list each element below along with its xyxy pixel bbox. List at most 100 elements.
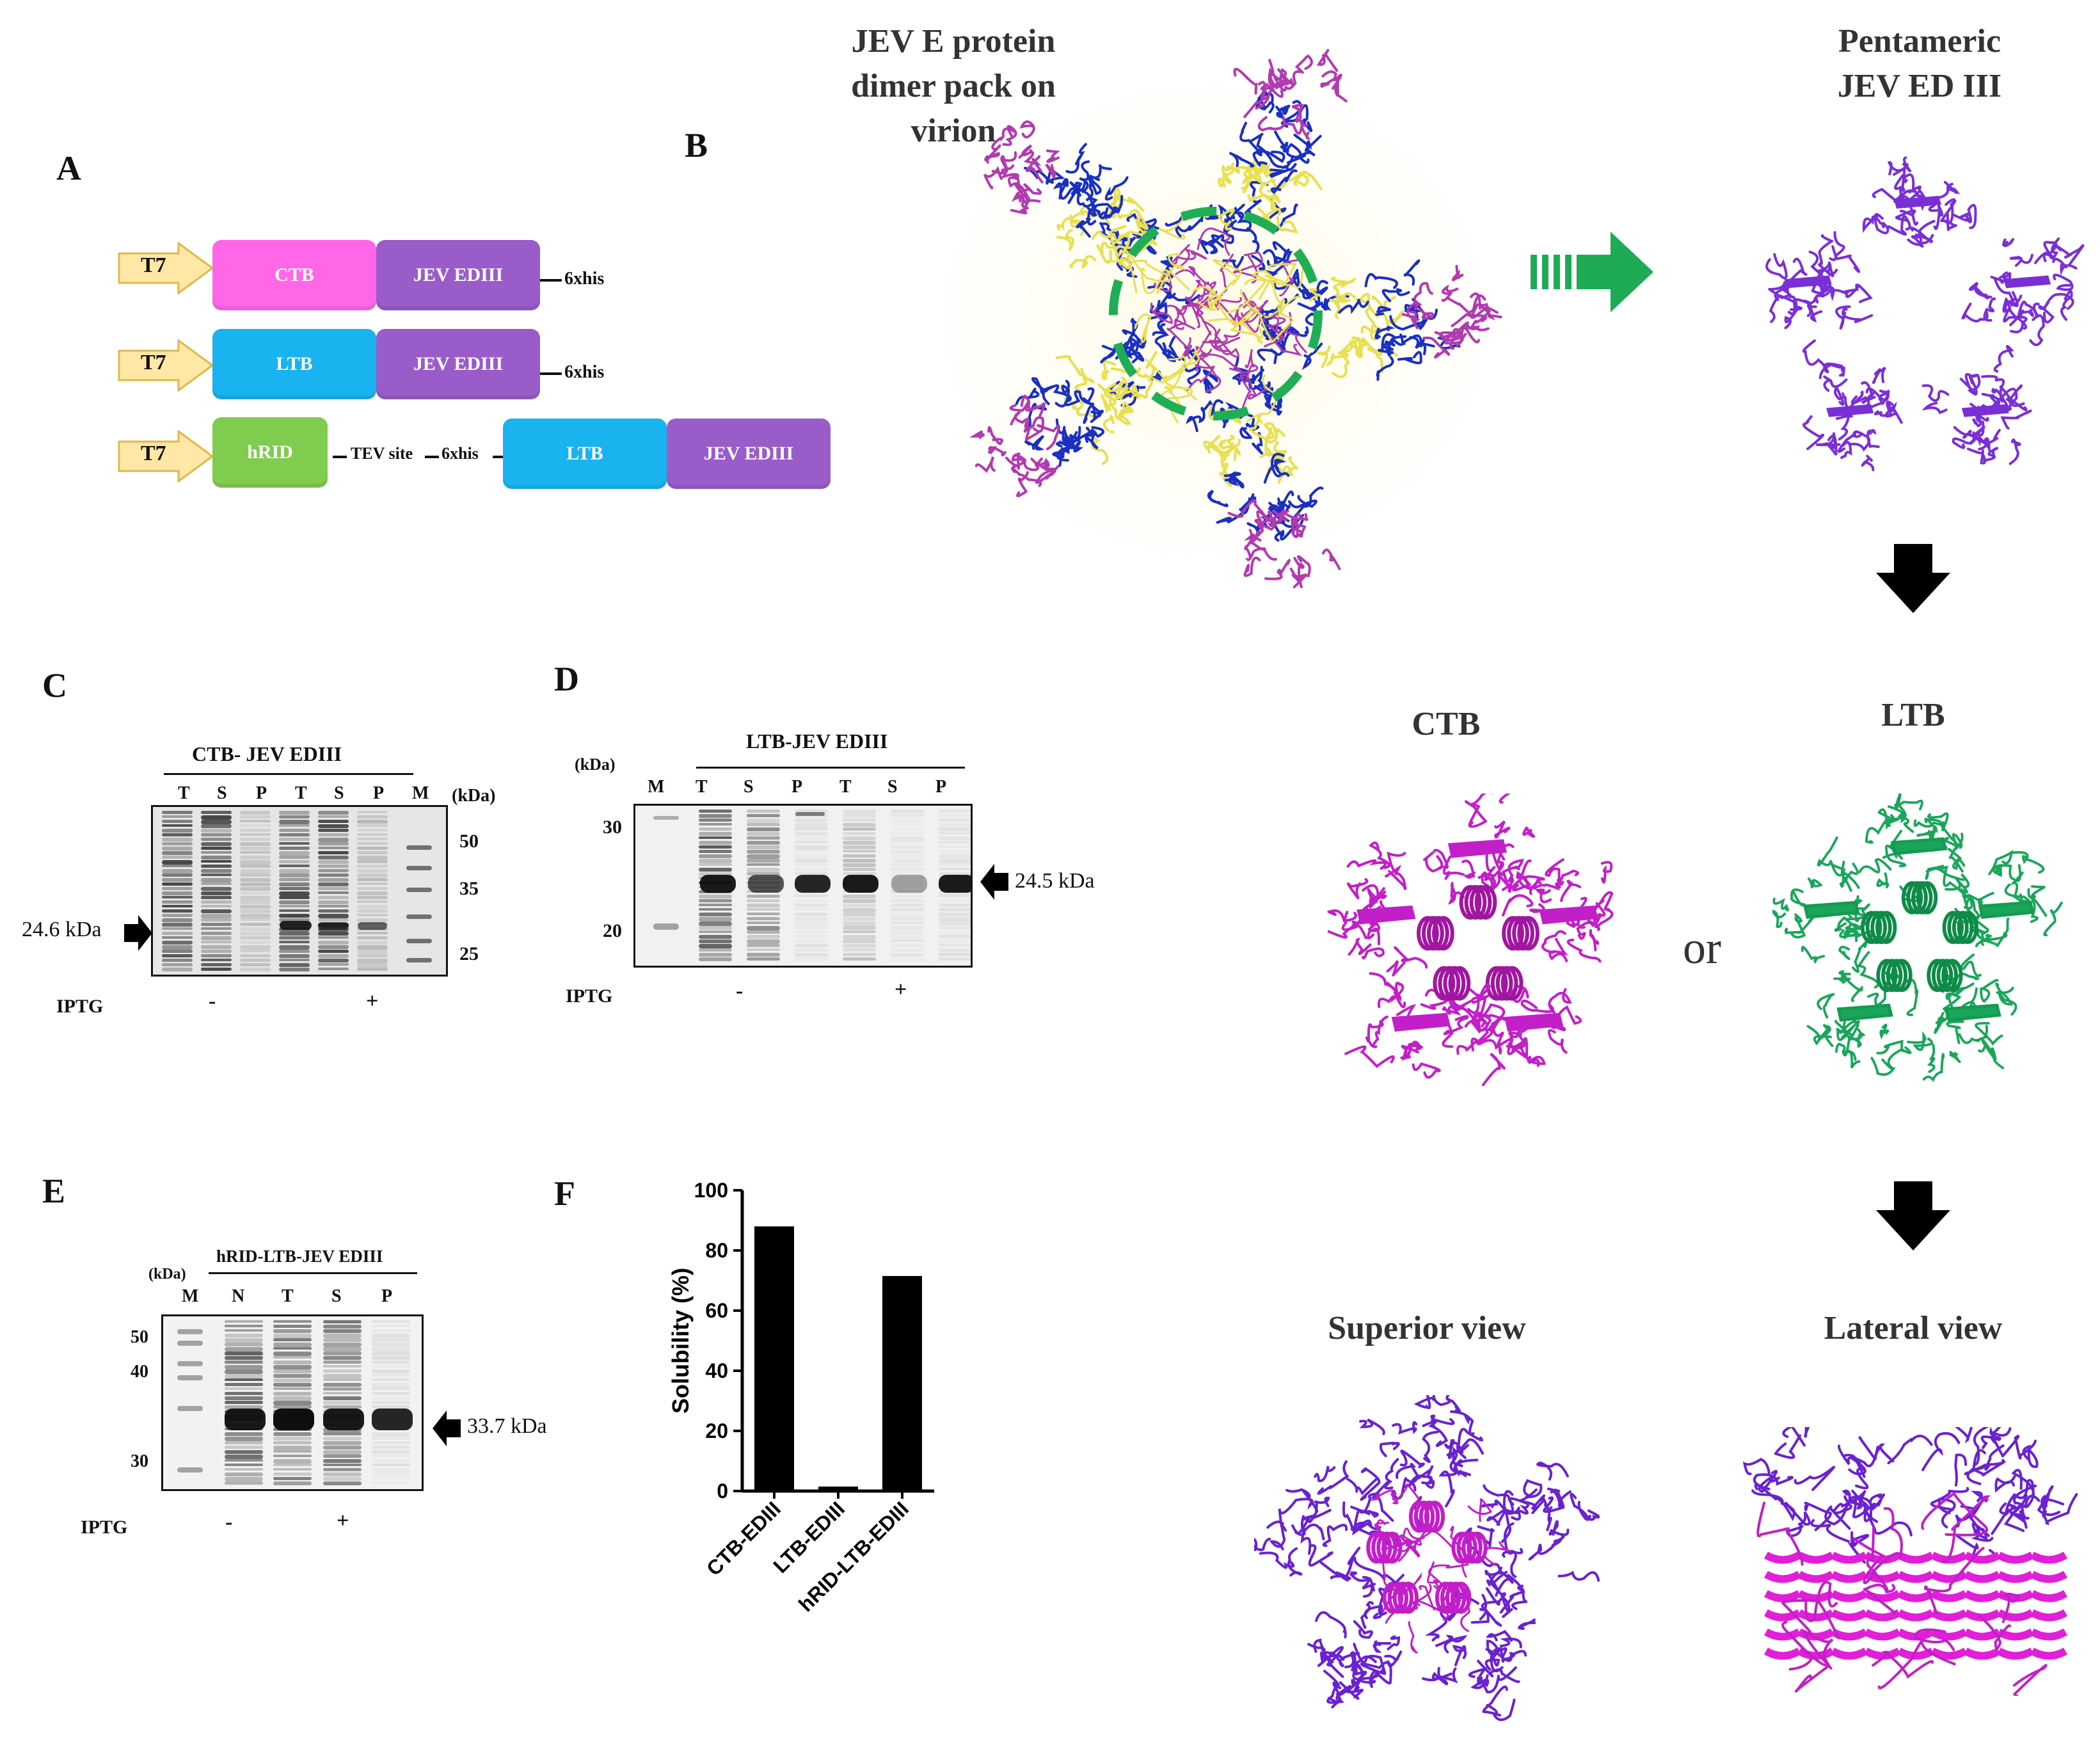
gel-band — [939, 850, 971, 854]
his-tag-label: 6xhis — [564, 362, 605, 382]
gel-band — [843, 917, 876, 921]
gel-band — [279, 887, 310, 890]
gel-band — [240, 959, 271, 962]
gel-band — [323, 1405, 362, 1409]
gel-band — [699, 957, 732, 962]
gel-band — [891, 957, 924, 962]
gel-band — [795, 823, 828, 827]
lateral-view-title: Lateral view — [1824, 1310, 2003, 1346]
gel-d-iptg-minus: - — [736, 979, 744, 1003]
gel-band — [795, 812, 825, 816]
gel-band — [891, 854, 924, 858]
gel-e-iptg-plus: + — [337, 1509, 349, 1533]
gel-band — [279, 932, 310, 936]
gel-band — [323, 1455, 362, 1458]
gel-band — [318, 811, 349, 815]
black-arrow-icon — [433, 1410, 461, 1446]
gel-band — [699, 863, 732, 866]
gel-band — [699, 818, 732, 822]
gel-band — [891, 875, 927, 893]
gel-band — [162, 842, 193, 846]
gel-band — [162, 838, 193, 842]
green-arrow-icon — [1531, 232, 1653, 312]
gel-band — [699, 913, 732, 917]
gel-band — [225, 1334, 263, 1338]
hrid-domain: hRID — [212, 417, 328, 488]
promoter-arrow-icon — [118, 429, 214, 483]
gel-band — [699, 810, 732, 813]
gel-band — [279, 829, 310, 833]
gel-band — [747, 913, 780, 916]
gel-band — [795, 859, 828, 863]
gel-band — [699, 845, 732, 849]
gel-band — [795, 895, 828, 898]
gel-band — [318, 936, 349, 939]
bar-ltb-ediii — [818, 1486, 858, 1491]
gel-band — [357, 932, 388, 935]
gel-band — [279, 891, 310, 896]
gel-e-marker-40: 40 — [131, 1362, 148, 1382]
gel-band — [279, 905, 310, 908]
gel-band — [279, 954, 310, 958]
gel-band — [162, 936, 193, 939]
gel-band — [273, 1464, 312, 1467]
gel-band — [939, 836, 971, 841]
gel-band — [201, 918, 232, 922]
gel-band — [318, 829, 349, 833]
gel-band — [240, 941, 271, 944]
gel-band — [358, 922, 387, 930]
gel-band — [795, 850, 828, 853]
gel-band — [357, 945, 388, 950]
gel-band — [357, 815, 388, 819]
gel-band — [323, 1464, 362, 1467]
gel-band — [699, 814, 732, 818]
gel-band — [162, 856, 193, 859]
ltb-title: LTB — [1881, 697, 1945, 733]
dimer-title-line1: JEV E protein — [851, 23, 1056, 60]
gel-band — [939, 935, 971, 939]
gel-band — [273, 1450, 312, 1453]
gel-band — [162, 950, 193, 954]
gel-band — [372, 1432, 410, 1437]
gel-d-title: LTB-JEV EDIII — [746, 730, 888, 753]
gel-band — [273, 1361, 312, 1364]
gel-band — [699, 841, 732, 845]
gel-band — [225, 1338, 263, 1343]
t7-promoter-row1: T7 — [118, 241, 214, 295]
gel-band — [240, 811, 271, 815]
gel-band — [372, 1361, 410, 1364]
gel-band — [843, 930, 876, 934]
gel-c-lane-label: S — [217, 783, 227, 803]
gel-band — [406, 958, 432, 962]
gel-band — [323, 1365, 362, 1368]
gel-band — [891, 953, 924, 957]
gel-band — [357, 829, 388, 832]
gel-d-title-underline — [696, 767, 965, 769]
gel-band — [323, 1383, 362, 1387]
gel-band — [795, 957, 828, 961]
gel-band — [279, 959, 310, 962]
gel-band — [225, 1409, 266, 1430]
linker-line — [540, 279, 562, 282]
gel-band — [240, 905, 271, 909]
linker-line — [493, 456, 505, 458]
gel-band — [843, 872, 876, 875]
gel-band — [699, 899, 732, 902]
gel-band — [162, 851, 193, 855]
gel-band — [372, 1464, 410, 1467]
gel-band — [747, 948, 780, 952]
gel-band — [747, 930, 780, 934]
gel-band — [279, 909, 310, 913]
gel-band — [273, 1396, 312, 1401]
gel-band — [201, 865, 232, 868]
gel-c-unit: (kDa) — [452, 786, 496, 806]
gel-e-lane-label: S — [331, 1286, 342, 1306]
gel-band — [795, 810, 828, 814]
gel-band — [372, 1459, 410, 1463]
gel-band — [201, 900, 232, 904]
gel-band — [279, 874, 310, 877]
gel-band — [795, 854, 828, 858]
gel-band — [653, 816, 679, 820]
gel-band — [747, 917, 780, 920]
ltb-pentamer-structure-image — [1772, 794, 2063, 1082]
